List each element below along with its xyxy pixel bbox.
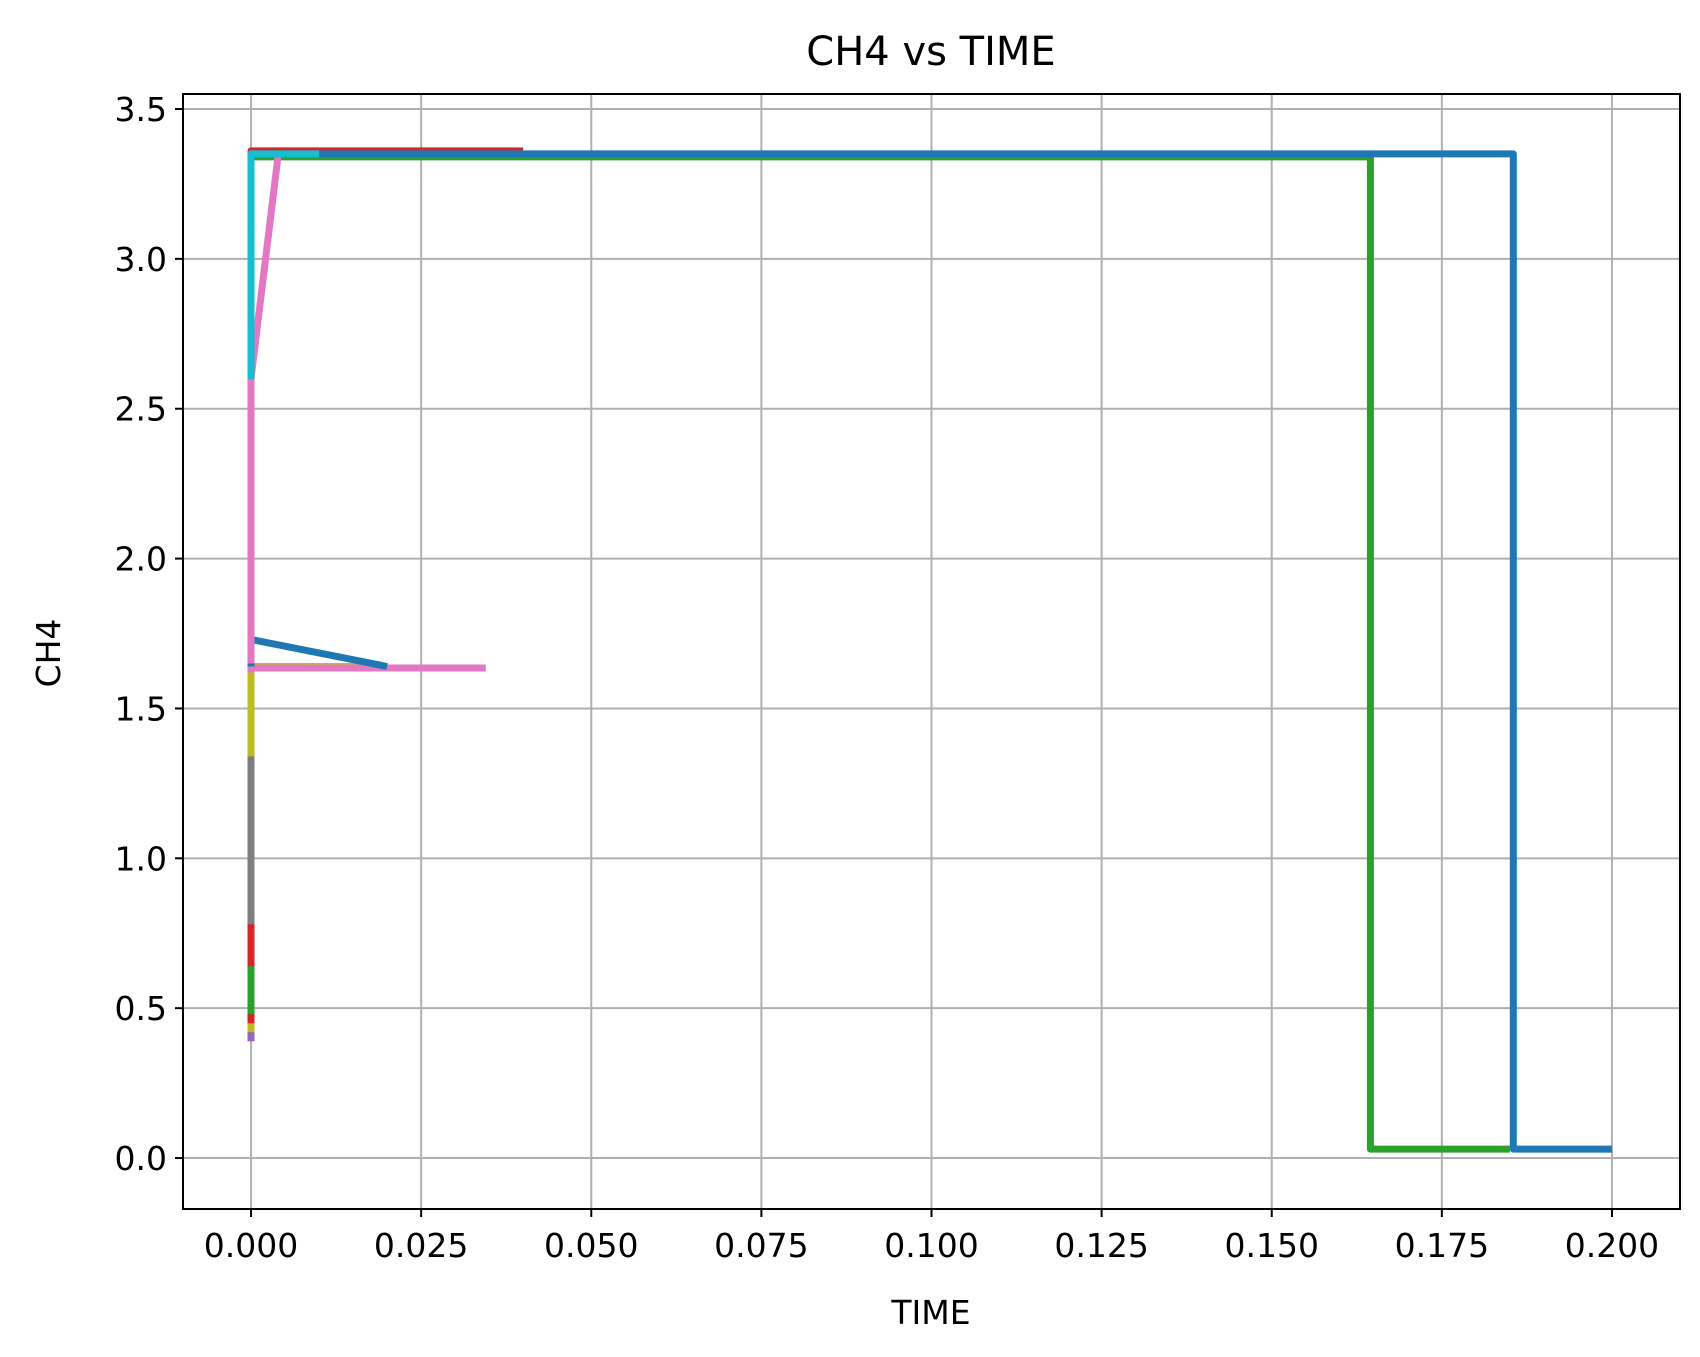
series-line-8 (247, 664, 486, 673)
y-tick-label: 3.5 (115, 90, 167, 129)
series-line-7 (247, 663, 388, 757)
series-line-4 (247, 153, 1510, 1153)
x-tick-label: 0.025 (374, 1226, 468, 1265)
series-line-12 (247, 150, 320, 379)
x-tick-label: 0.075 (714, 1226, 808, 1265)
y-tick-label: 1.5 (115, 689, 167, 728)
y-tick-label: 2.5 (115, 390, 167, 429)
series-line-3 (247, 147, 524, 1024)
y-tick-label: 0.5 (115, 989, 167, 1028)
x-tick-label: 0.150 (1224, 1226, 1318, 1265)
y-tick-label: 1.0 (115, 839, 167, 878)
y-tick-label: 3.0 (115, 240, 167, 279)
series-line-9 (247, 636, 388, 670)
series-line-2 (247, 663, 388, 1033)
y-tick-label: 0.0 (115, 1139, 167, 1178)
series-line-1 (247, 663, 388, 1042)
series-line-5 (247, 663, 388, 967)
y-tick-label: 2.0 (115, 540, 167, 579)
series-line-6 (247, 663, 388, 925)
grid-lines (183, 94, 1680, 1209)
series-lines (247, 147, 1612, 1153)
x-tick-label: 0.175 (1395, 1226, 1489, 1265)
x-tick-label: 0.000 (204, 1226, 298, 1265)
x-tick-label: 0.050 (544, 1226, 638, 1265)
chart-title: CH4 vs TIME (806, 29, 1055, 75)
x-axis-ticks: 0.000 0.025 0.050 0.075 0.100 0.125 0.150 0.175… (204, 1209, 1659, 1265)
x-axis-label: TIME (890, 1293, 970, 1332)
x-tick-label: 0.100 (884, 1226, 978, 1265)
x-tick-label: 0.200 (1565, 1226, 1659, 1265)
y-axis-label: CH4 (29, 619, 68, 688)
x-tick-label: 0.125 (1054, 1226, 1148, 1265)
y-axis-ticks: 0.0 0.5 1.0 1.5 2.0 2.5 3.0 3.5 (115, 90, 183, 1178)
